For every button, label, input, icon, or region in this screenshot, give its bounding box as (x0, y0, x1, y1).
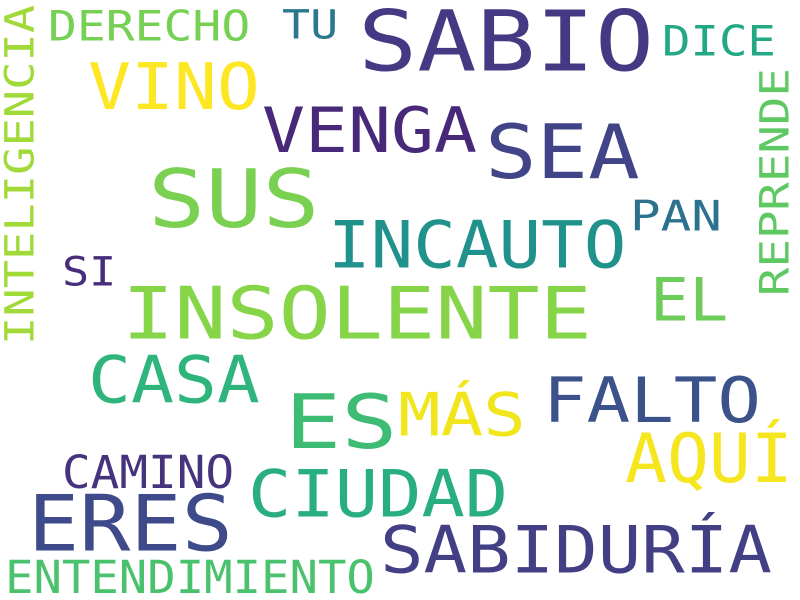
word-sea: SEA (485, 108, 640, 196)
word-eres: ERES (28, 477, 233, 570)
word-insolente: INSOLENTE (122, 271, 592, 356)
word-tu: TU (282, 1, 339, 49)
word-pan: PAN (630, 191, 722, 241)
word-reprende: REPRENDE (751, 68, 799, 297)
word-sabiduria: SABIDURÍA (380, 512, 772, 589)
word-entendimiento: ENTENDIMIENTO (5, 550, 375, 600)
word-ciudad: CIUDAD (248, 456, 509, 533)
word-vino: VINO (88, 49, 260, 125)
word-el: EL (650, 264, 729, 335)
word-venga: VENGA (262, 94, 478, 167)
word-inteligencia: INTELIGENCIA (0, 4, 44, 345)
word-sabio: SABIO (358, 0, 655, 91)
word-camino: CAMINO (62, 445, 235, 499)
word-es: ES (285, 378, 398, 466)
word-sus: SUS (148, 152, 320, 247)
word-falto: FALTO (543, 364, 762, 437)
word-si: SI (62, 248, 117, 296)
word-derecho: DERECHO (48, 1, 251, 51)
word-incauto: INCAUTO (328, 207, 627, 284)
word-aqui: AQUÍ (625, 418, 793, 499)
word-casa: CASA (88, 342, 260, 419)
word-dice: DICE (662, 16, 776, 66)
word-mas: MÁS (398, 379, 526, 450)
